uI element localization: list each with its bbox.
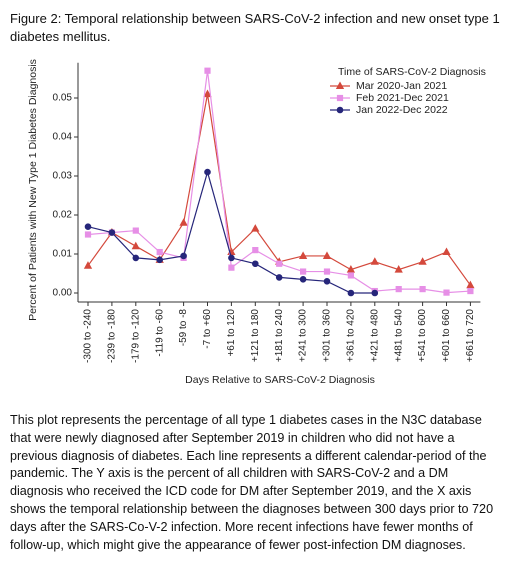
- marker: [251, 224, 260, 232]
- marker: [347, 272, 354, 279]
- legend-marker: [336, 106, 344, 114]
- marker: [370, 257, 379, 265]
- marker: [108, 229, 116, 236]
- legend-marker: [336, 94, 344, 102]
- y-tick-label: 0.05: [53, 93, 73, 104]
- marker: [252, 247, 259, 254]
- legend-label: Jan 2022-Dec 2022: [356, 104, 448, 116]
- marker: [418, 257, 427, 265]
- x-tick-label: -239 to -180: [107, 309, 118, 363]
- x-tick-label: -179 to -120: [130, 309, 141, 363]
- legend-title: Time of SARS-CoV-2 Diagnosis: [338, 66, 486, 78]
- x-tick-label: -59 to -8: [178, 309, 189, 347]
- legend-label: Mar 2020-Jan 2021: [356, 80, 447, 92]
- y-tick-label: 0.02: [53, 210, 73, 221]
- x-tick-label: -7 to +60: [202, 309, 213, 349]
- marker: [203, 89, 212, 98]
- body-line: shows the temporal relationship between …: [10, 501, 494, 516]
- body-line: This plot represents the percentage of a…: [10, 413, 482, 427]
- x-tick-label: +181 to 240: [274, 309, 285, 363]
- x-tick-label: +481 to 540: [393, 309, 404, 363]
- legend-label: Feb 2021-Dec 2021: [356, 92, 449, 104]
- y-tick-label: 0.00: [53, 288, 73, 299]
- marker: [228, 254, 235, 262]
- marker: [179, 218, 188, 226]
- marker: [466, 280, 475, 289]
- marker: [443, 289, 450, 296]
- body-line: diagnosis who received the ICD code for …: [10, 484, 472, 499]
- body-line: days after the SARS-Co-V-2 infection. Mo…: [10, 519, 473, 534]
- marker: [323, 268, 331, 275]
- marker: [371, 289, 379, 297]
- marker: [131, 241, 140, 250]
- marker: [132, 254, 140, 262]
- x-tick-label: +361 to 420: [346, 309, 357, 363]
- legend-marker: [335, 81, 345, 89]
- marker: [84, 223, 92, 230]
- marker: [204, 168, 211, 176]
- y-tick-label: 0.03: [53, 171, 73, 182]
- chart: 0.00 0.01 0.02 0.03 0.04 0.05 -300 to -240 -239…: [27, 59, 486, 386]
- marker: [276, 260, 283, 267]
- caption-line: diabetes mellitus.: [10, 29, 111, 44]
- y-axis-label: Percent of Patients with New Type 1 Diab…: [27, 59, 39, 321]
- body-line: previous diagnosis of diabetes. Each lin…: [10, 448, 487, 463]
- body-text: This plot represents the percentage of a…: [10, 412, 515, 554]
- y-tick-label: 0.04: [53, 132, 73, 143]
- x-tick-label: +241 to 300: [298, 309, 309, 363]
- marker: [347, 289, 355, 297]
- marker: [156, 256, 163, 264]
- marker: [346, 265, 356, 273]
- x-tick-label: +61 to 120: [226, 309, 237, 357]
- marker: [156, 248, 163, 256]
- x-tick-label: +121 to 180: [250, 309, 261, 363]
- y-tick-label: 0.01: [53, 249, 73, 260]
- marker: [323, 278, 331, 285]
- x-tick-label: +421 to 480: [369, 309, 380, 363]
- x-tick-label: +301 to 360: [322, 309, 333, 363]
- series-line: [87, 169, 375, 294]
- marker: [275, 274, 283, 281]
- marker: [299, 276, 307, 283]
- marker: [467, 287, 474, 295]
- caption-line: Figure 2: Temporal relationship between …: [10, 11, 500, 26]
- marker: [298, 251, 308, 259]
- body-line: that were newly diagnosed after Septembe…: [10, 430, 455, 445]
- figure-caption: Figure 2: Temporal relationship between …: [10, 10, 515, 46]
- marker: [419, 286, 426, 293]
- marker: [300, 268, 307, 275]
- marker: [395, 286, 402, 293]
- marker: [83, 261, 93, 269]
- body-line: follow-up, which might give the appearan…: [10, 537, 466, 552]
- marker: [228, 264, 235, 271]
- marker: [180, 252, 187, 260]
- marker: [322, 251, 332, 259]
- series-line: [87, 93, 471, 286]
- x-tick-label: -300 to -240: [83, 309, 94, 363]
- marker: [252, 260, 259, 268]
- marker: [394, 265, 403, 273]
- x-tick-label: +661 to 720: [465, 309, 476, 363]
- marker: [442, 247, 451, 256]
- marker: [204, 67, 211, 74]
- body-line: pandemic. The Y axis is the percent of a…: [10, 466, 449, 481]
- marker: [84, 231, 92, 238]
- x-axis-label: Days Relative to SARS-CoV-2 Diagnosis: [185, 374, 375, 386]
- x-tick-label: +541 to 600: [417, 309, 428, 363]
- x-tick-label: +601 to 660: [441, 309, 452, 363]
- x-tick-label: -119 to -60: [154, 309, 165, 357]
- marker: [132, 227, 139, 234]
